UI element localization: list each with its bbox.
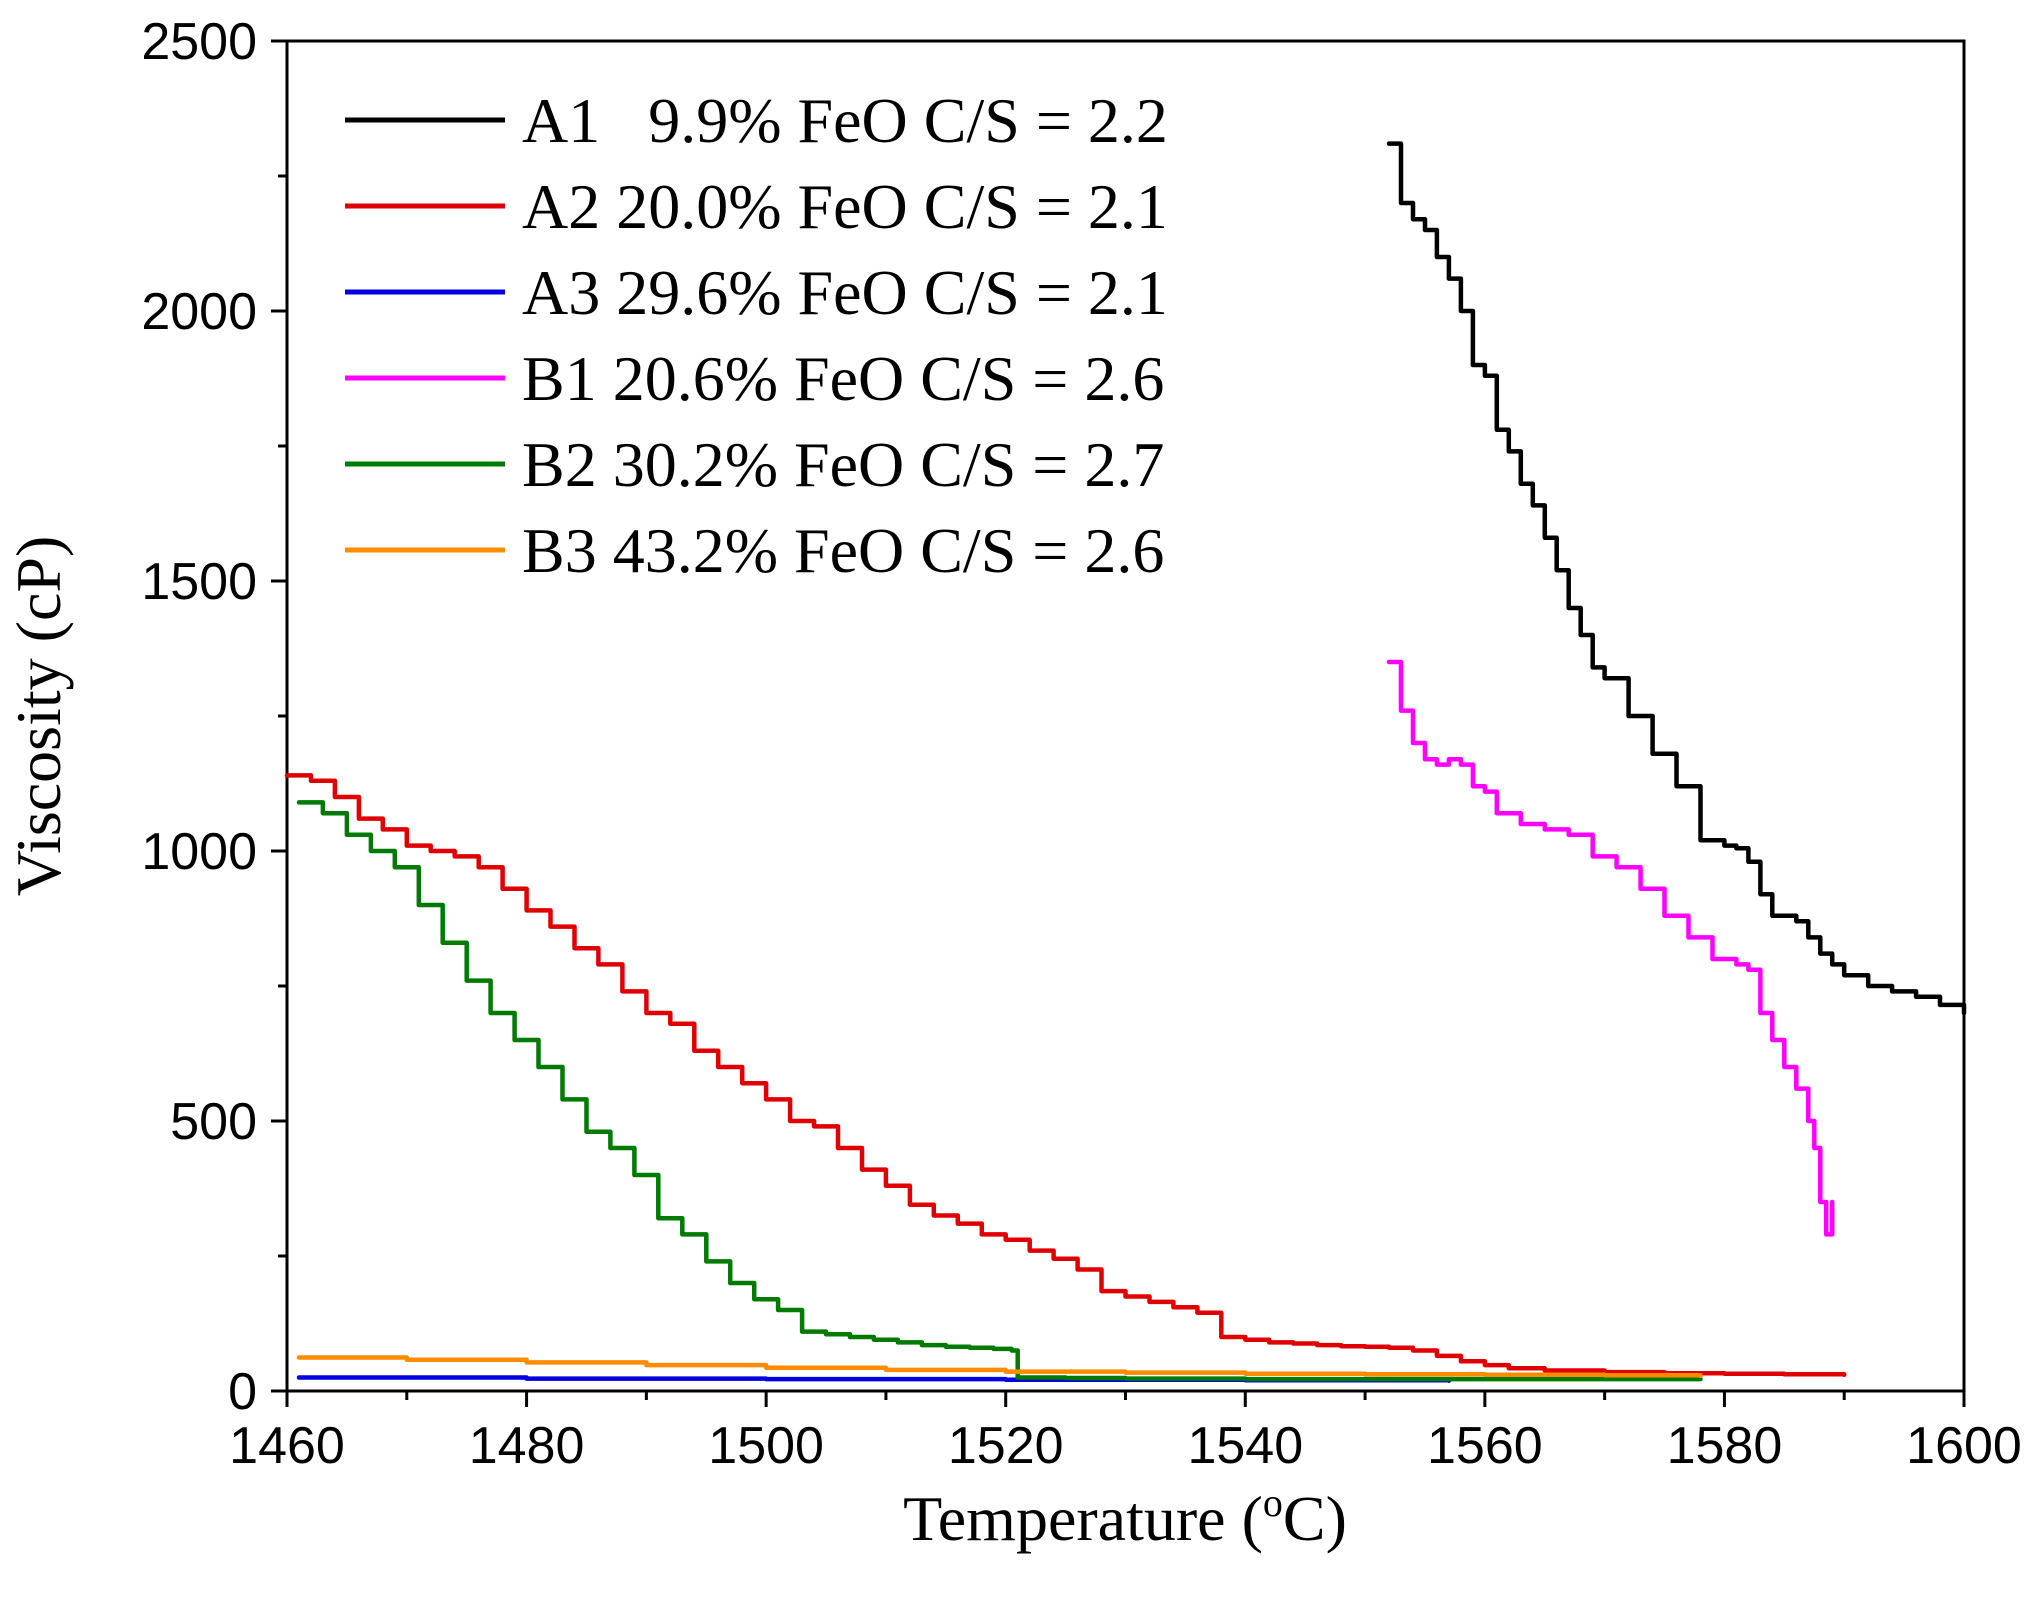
- y-tick-label: 2500: [141, 13, 257, 71]
- legend: A1 9.9% FeO C/S = 2.2 A2 20.0% FeO C/S = …: [345, 85, 1168, 586]
- x-axis-title-unit: C): [1283, 1483, 1347, 1554]
- y-tick-label: 2000: [141, 283, 257, 341]
- y-tick-label: 1000: [141, 823, 257, 881]
- x-tick-label: 1600: [1906, 1417, 2022, 1475]
- legend-label-b2: B2 30.2% FeO C/S = 2.7: [522, 429, 1164, 500]
- x-axis-ticks: 1460 1480 1500 1520 1540 1560 1580 1600: [229, 1391, 2022, 1475]
- series-line-b3: [296, 1355, 1703, 1379]
- x-axis-title: Temperature (oC): [903, 1480, 1347, 1554]
- x-axis-title-superscript: o: [1263, 1480, 1283, 1525]
- x-tick-label: 1460: [229, 1417, 345, 1475]
- x-tick-label: 1500: [708, 1417, 824, 1475]
- series-line-a2: [284, 773, 1847, 1378]
- y-tick-label: 500: [170, 1093, 257, 1151]
- legend-label-a1: A1 9.9% FeO C/S = 2.2: [522, 85, 1168, 156]
- series-line-b1: [1386, 659, 1835, 1237]
- y-axis-title: Viscosity (cP): [3, 536, 74, 897]
- x-tick-label: 1560: [1427, 1417, 1543, 1475]
- x-tick-label: 1580: [1667, 1417, 1783, 1475]
- series-line-a1: [1386, 141, 1967, 1016]
- legend-label-a3: A3 29.6% FeO C/S = 2.1: [522, 257, 1168, 328]
- y-tick-label: 1500: [141, 553, 257, 611]
- legend-label-b3: B3 43.2% FeO C/S = 2.6: [522, 515, 1164, 586]
- series-lines: [284, 141, 1967, 1383]
- y-axis-ticks: 0 500 1000 1500 2000 2500: [141, 13, 287, 1421]
- plot-frame: [285, 39, 1966, 1393]
- legend-label-b1: B1 20.6% FeO C/S = 2.6: [522, 343, 1164, 414]
- x-tick-label: 1480: [469, 1417, 585, 1475]
- plot-area: [285, 39, 1966, 1393]
- x-tick-label: 1540: [1187, 1417, 1303, 1475]
- y-tick-label: 0: [228, 1363, 257, 1421]
- series-line-b2: [296, 800, 1703, 1382]
- legend-label-a2: A2 20.0% FeO C/S = 2.1: [522, 171, 1168, 242]
- x-tick-label: 1520: [948, 1417, 1064, 1475]
- x-axis-title-main: Temperature (: [903, 1483, 1263, 1554]
